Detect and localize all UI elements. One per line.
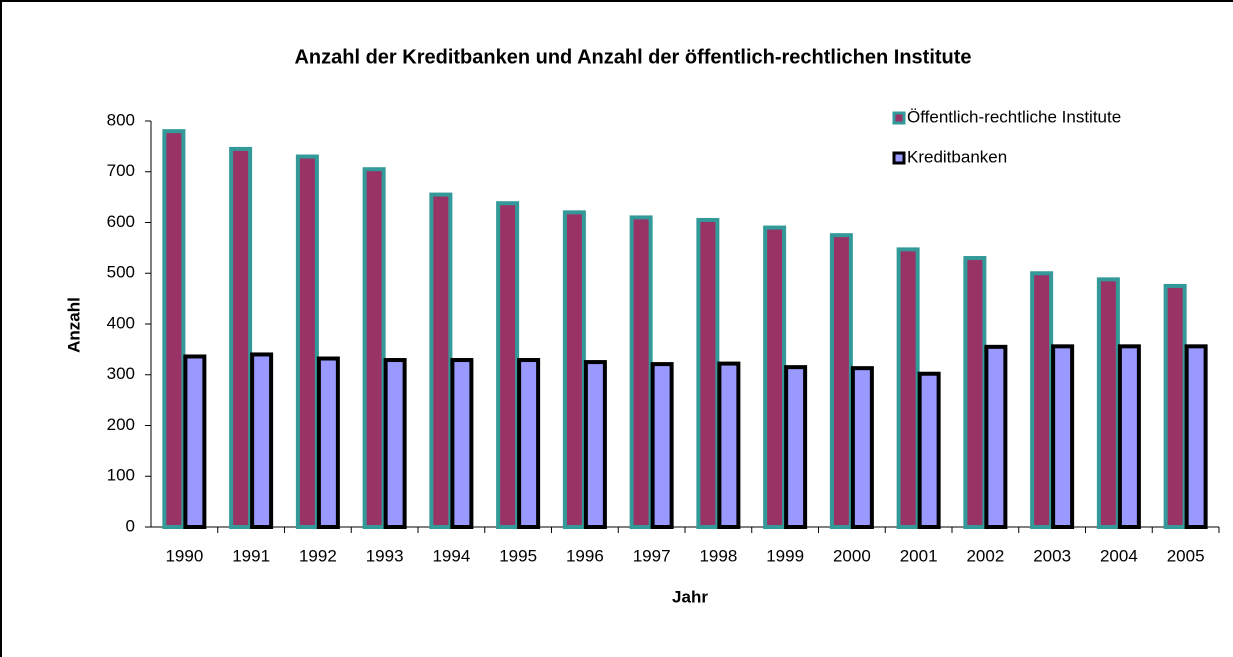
bar: [229, 146, 253, 529]
x-tick-label: 2000: [833, 546, 871, 565]
bar: [1184, 344, 1208, 529]
y-tick-label: 0: [126, 516, 135, 535]
y-tick-label: 600: [107, 212, 135, 231]
chart-title: Anzahl der Kreditbanken und Anzahl der ö…: [294, 46, 971, 68]
bar: [917, 371, 941, 529]
bar: [763, 225, 787, 529]
x-tick-label: 1997: [633, 546, 671, 565]
bar: [316, 356, 340, 530]
legend-swatch: [892, 111, 906, 125]
bar: [984, 344, 1008, 529]
bar: [1030, 271, 1054, 529]
x-tick-label: 1994: [432, 546, 470, 565]
x-tick-label: 1993: [366, 546, 404, 565]
bar: [383, 358, 407, 529]
bar: [562, 210, 586, 529]
x-axis-label: Jahr: [672, 587, 708, 606]
bar: [295, 154, 319, 529]
bar: [496, 201, 520, 529]
x-tick-label: 1992: [299, 546, 337, 565]
x-tick-label: 1998: [699, 546, 737, 565]
x-tick-label: 2002: [966, 546, 1004, 565]
bar: [650, 362, 674, 529]
y-tick-label: 200: [107, 415, 135, 434]
x-tick-label: 1990: [165, 546, 203, 565]
bar: [583, 360, 607, 529]
y-axis-label: Anzahl: [64, 297, 83, 353]
bar: [896, 247, 920, 530]
x-tick-label: 1995: [499, 546, 537, 565]
bar: [162, 129, 186, 529]
x-tick-label: 2005: [1167, 546, 1205, 565]
x-tick-label: 1991: [232, 546, 270, 565]
y-tick-label: 300: [107, 364, 135, 383]
legend-swatch: [892, 151, 906, 165]
y-tick-label: 800: [107, 110, 135, 129]
x-tick-label: 2003: [1033, 546, 1071, 565]
bar: [829, 233, 853, 529]
x-tick-label: 1999: [766, 546, 804, 565]
y-tick-label: 100: [107, 466, 135, 485]
x-tick-label: 2001: [900, 546, 938, 565]
x-tick-label: 1996: [566, 546, 604, 565]
y-tick-label: 400: [107, 313, 135, 332]
bar: [717, 361, 741, 529]
bar: [183, 354, 207, 530]
legend-label: Öffentlich-rechtliche Institute: [907, 107, 1121, 126]
y-tick-label: 500: [107, 263, 135, 282]
y-tick-label: 700: [107, 161, 135, 180]
bar: [450, 358, 474, 529]
bar: [517, 358, 541, 529]
bar: [429, 192, 453, 529]
bar: [629, 215, 653, 530]
bar: [696, 217, 720, 529]
bar: [1051, 344, 1075, 529]
bar: [963, 256, 987, 529]
x-tick-label: 2004: [1100, 546, 1138, 565]
legend-label: Kreditbanken: [907, 147, 1007, 166]
bar: [850, 366, 874, 529]
bar: [1163, 283, 1187, 529]
bar: [362, 167, 386, 529]
bar: [250, 352, 274, 530]
bar: [784, 365, 808, 530]
bar: [1096, 277, 1120, 529]
bar: [1117, 344, 1141, 529]
